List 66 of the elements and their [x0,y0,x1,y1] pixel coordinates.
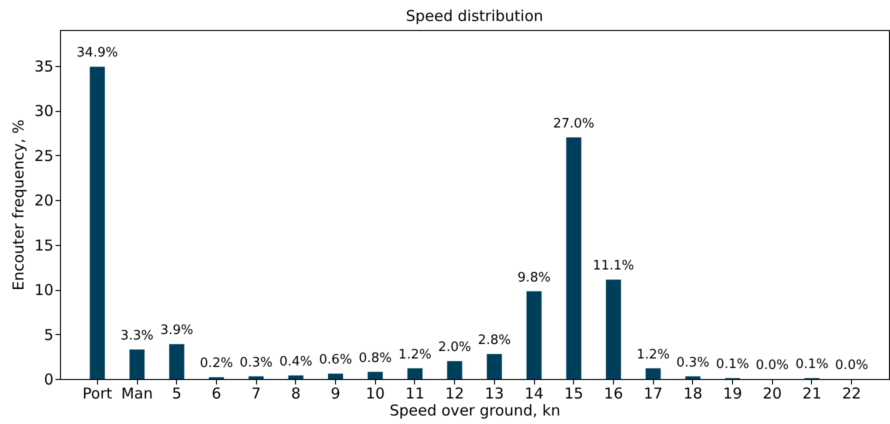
bar [526,291,542,379]
bar [407,368,422,379]
x-tick-label: 12 [445,384,464,402]
bar [288,375,304,379]
y-tick-label: 10 [34,281,54,300]
y-tick-label: 5 [44,326,54,344]
x-tick-label: 15 [564,384,584,402]
x-tick-label: 14 [524,384,544,402]
x-axis-title: Speed over ground, kn [390,402,560,420]
data-label: 0.1% [795,357,828,372]
x-tick-label: 11 [405,384,424,402]
bar [606,280,622,379]
x-tick-label: 13 [484,384,504,402]
chart-title: Speed distribution [406,7,544,25]
bar [486,354,502,379]
x-tick-label: 8 [291,384,301,402]
y-tick-label: 20 [34,192,54,210]
y-tick-label: 30 [34,102,54,120]
y-axis-title: Encouter frequency, % [9,120,28,290]
bar [129,349,145,379]
x-tick-label: 5 [172,384,182,402]
data-label: 0.1% [716,357,750,372]
data-label: 0.2% [200,356,233,372]
x-tick-label: 22 [842,384,862,402]
bar [169,344,184,379]
data-label: 1.2% [398,347,432,362]
x-tick-label: 21 [802,384,822,402]
data-label: 2.0% [438,340,472,356]
y-tick-label: 0 [44,370,54,388]
bar [685,376,700,379]
data-label: 0.0% [835,358,868,373]
data-label: 0.3% [676,355,710,370]
bar [248,376,264,379]
x-tick-label: 17 [644,384,663,402]
x-tick-label: 9 [330,384,340,402]
x-tick-label: 6 [212,384,222,402]
x-tick-label: 19 [723,384,742,402]
bar [646,368,661,379]
x-tick-label: Port [82,384,112,402]
data-label: 0.3% [240,355,273,370]
x-tick-label: Man [121,384,153,402]
bar [90,66,105,379]
data-label: 3.9% [160,323,194,338]
data-label: 27.0% [553,116,594,132]
x-tick-label: 18 [683,384,702,402]
data-label: 0.0% [756,358,789,373]
data-label: 11.1% [592,258,634,274]
data-label: 34.9% [76,46,118,61]
data-label: 2.8% [478,332,511,348]
x-tick-label: 10 [366,384,385,402]
x-tick-label: 20 [762,384,782,402]
data-label: 9.8% [518,270,551,286]
x-tick-label: 16 [604,384,624,402]
bar [566,137,582,379]
y-tick-label: 15 [34,236,54,254]
data-label: 3.3% [120,328,154,344]
bar [328,374,344,379]
bar [447,361,462,379]
data-label: 0.8% [358,350,392,366]
y-tick-label: 35 [34,57,54,76]
data-label: 0.4% [279,354,312,370]
y-tick-label: 25 [34,146,54,165]
data-label: 0.6% [319,352,352,368]
x-tick-label: 7 [251,384,261,402]
data-label: 1.2% [636,347,670,362]
bar [368,372,383,379]
